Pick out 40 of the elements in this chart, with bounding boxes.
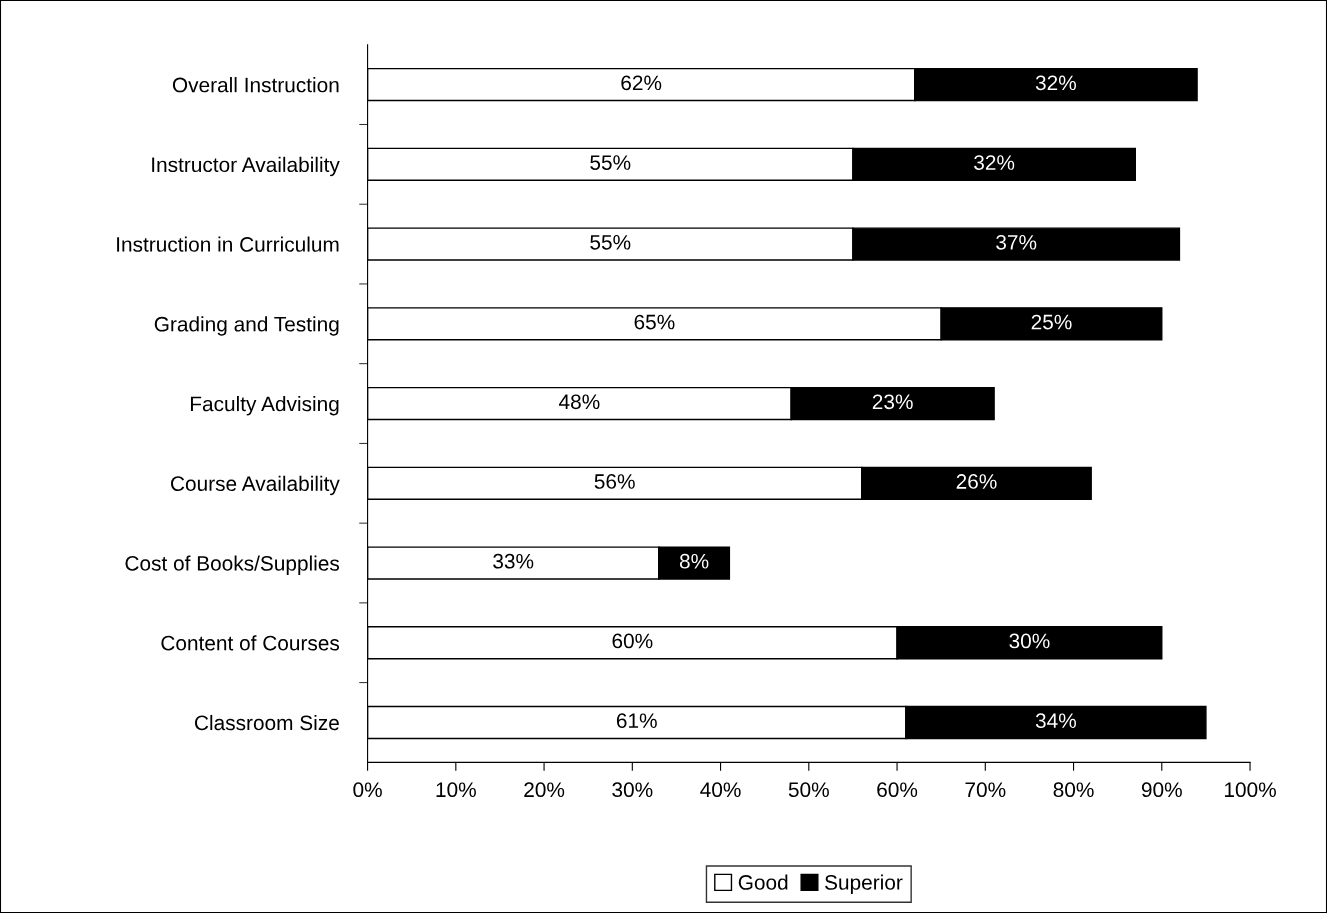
data-label: 55% — [590, 155, 631, 170]
y-tick-label: Faculty Advising — [190, 396, 339, 416]
x-tick-label: 60% — [877, 782, 918, 798]
data-label: 26% — [956, 474, 997, 489]
x-tick-label: 30% — [612, 782, 653, 798]
x-tick-label: 50% — [788, 782, 829, 798]
x-tick-label: 70% — [965, 782, 1006, 798]
data-label: 62% — [621, 75, 662, 91]
data-label: 65% — [634, 314, 675, 330]
y-tick-label: Instruction in Curriculum — [117, 236, 339, 252]
legend-label: Good — [738, 874, 788, 890]
legend-label: Superior — [825, 874, 903, 894]
data-label: 61% — [616, 713, 657, 729]
x-tick-label: 90% — [1141, 782, 1182, 798]
data-label: 56% — [594, 474, 635, 489]
y-tick-label: Cost of Books/Supplies — [125, 555, 340, 575]
x-tick-label: 10% — [436, 782, 476, 798]
data-label: 32% — [974, 155, 1015, 170]
data-label: 60% — [612, 633, 653, 649]
x-tick-label: 20% — [524, 782, 565, 798]
data-label: 33% — [493, 553, 534, 569]
data-label: 30% — [1009, 633, 1050, 649]
data-label: 25% — [1031, 314, 1072, 330]
x-tick-label: 80% — [1053, 782, 1094, 798]
data-label: 37% — [996, 234, 1037, 250]
data-label: 23% — [872, 394, 913, 410]
data-label: 8% — [679, 553, 709, 569]
y-tick-label: Overall Instruction — [172, 77, 339, 93]
x-tick-label: 100% — [1224, 782, 1276, 798]
y-tick-label: Classroom Size — [194, 714, 339, 731]
data-label: 34% — [1035, 713, 1076, 729]
x-tick-label: 40% — [700, 782, 741, 798]
y-tick-label: Instructor Availability — [152, 156, 340, 177]
data-label: 48% — [559, 394, 600, 410]
y-tick-label: Content of Courses — [161, 635, 340, 651]
x-tick-label: 0% — [353, 782, 382, 798]
data-label: 32% — [1035, 75, 1076, 91]
y-tick-label: Grading and Testing — [154, 316, 339, 336]
data-label: 55% — [590, 235, 631, 250]
y-tick-label: Course Availability — [171, 475, 340, 496]
